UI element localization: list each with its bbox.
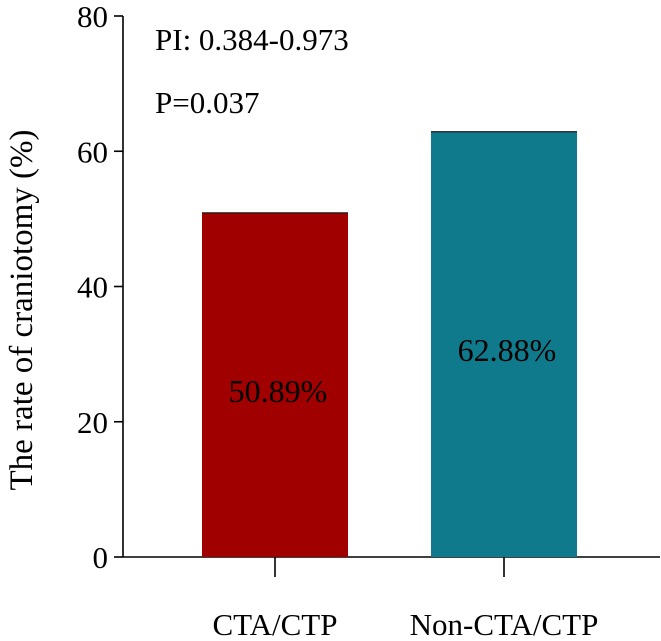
bar-cta-ctp bbox=[202, 212, 348, 557]
y-axis-ticks: 0 20 40 60 80 bbox=[77, 0, 123, 575]
x-category-label-1: Non-CTA/CTP bbox=[410, 607, 599, 641]
bar-value-label-1: 62.88% bbox=[458, 332, 557, 368]
y-tick-label-60: 60 bbox=[77, 134, 108, 169]
x-category-label-0: CTA/CTP bbox=[213, 607, 338, 641]
bar-non-cta-ctp bbox=[431, 131, 577, 558]
y-tick-label-40: 40 bbox=[77, 270, 108, 305]
y-tick-label-0: 0 bbox=[93, 540, 109, 575]
y-tick-label-20: 20 bbox=[77, 405, 108, 440]
bars-group: 50.89% 62.88% bbox=[202, 131, 577, 558]
y-tick-label-80: 80 bbox=[77, 0, 108, 34]
bar-value-label-0: 50.89% bbox=[229, 373, 328, 409]
y-axis-label: The rate of craniotomy (%) bbox=[4, 129, 40, 490]
x-axis-ticks: CTA/CTP Non-CTA/CTP bbox=[213, 557, 599, 641]
pi-annotation: PI: 0.384-0.973 bbox=[155, 22, 349, 57]
p-value-annotation: P=0.037 bbox=[155, 85, 259, 120]
